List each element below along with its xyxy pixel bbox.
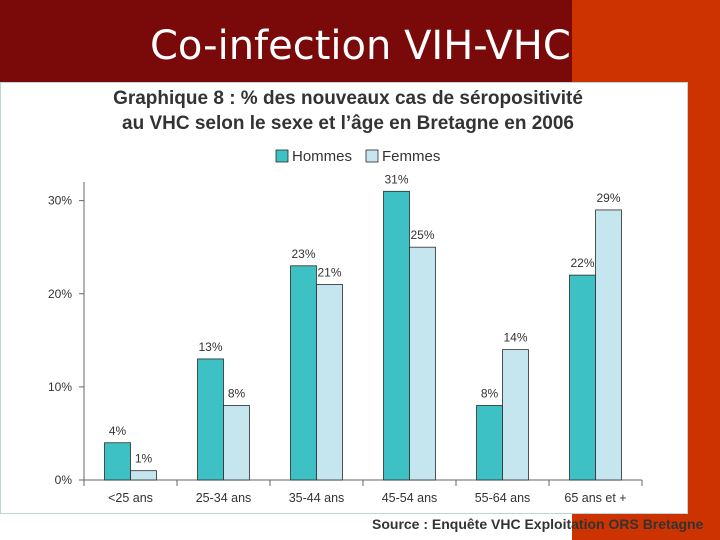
x-tick-label: <25 ans (108, 491, 153, 505)
title-band (0, 0, 572, 82)
legend-swatch-femmes (365, 149, 379, 163)
legend-swatch-hommes (275, 149, 289, 163)
bar-femmes (223, 405, 250, 481)
data-label: 25% (410, 228, 434, 242)
x-tick-label: 35-44 ans (289, 491, 345, 505)
data-label: 4% (109, 424, 127, 438)
chart-title-line-1: Graphique 8 : % des nouveaux cas de séro… (113, 88, 583, 109)
bar-femmes (316, 284, 343, 481)
chart-title-line-2: au VHC selon le sexe et l’âge en Bretagn… (122, 113, 574, 134)
chart-title: Graphique 8 : % des nouveaux cas de séro… (0, 86, 696, 136)
data-label: 21% (317, 265, 341, 279)
x-tick-label: 65 ans et + (564, 491, 626, 505)
bar-femmes (502, 349, 529, 481)
y-tick-label: 0% (55, 473, 73, 487)
data-label: 14% (503, 331, 527, 345)
bar-hommes (383, 190, 410, 481)
x-tick-label: 45-54 ans (382, 491, 438, 505)
x-tick-label: 55-64 ans (475, 491, 531, 505)
slide-title: Co-infection VIH-VHC (150, 23, 571, 69)
bar-hommes (476, 405, 503, 481)
data-label: 23% (291, 247, 315, 261)
x-tick-label: 25-34 ans (196, 491, 252, 505)
data-label: 8% (228, 387, 246, 401)
data-label: 8% (481, 387, 499, 401)
data-label: 31% (384, 172, 408, 186)
bar-femmes (130, 470, 157, 481)
y-tick-label: 30% (48, 194, 72, 208)
data-label: 1% (135, 452, 153, 466)
bar-hommes (197, 358, 224, 481)
bar-hommes (290, 265, 317, 481)
legend-label-hommes: Hommes (292, 148, 352, 165)
bar-femmes (595, 209, 622, 481)
data-label: 22% (570, 256, 594, 270)
y-tick-label: 20% (48, 287, 72, 301)
legend-label-femmes: Femmes (382, 148, 440, 165)
bar-femmes (409, 246, 436, 481)
bar-hommes (569, 274, 596, 481)
bar-hommes (104, 442, 131, 481)
y-tick-label: 10% (48, 380, 72, 394)
chart-source-note: Source : Enquête VHC Exploitation ORS Br… (372, 516, 704, 532)
data-label: 29% (596, 191, 620, 205)
data-label: 13% (198, 340, 222, 354)
